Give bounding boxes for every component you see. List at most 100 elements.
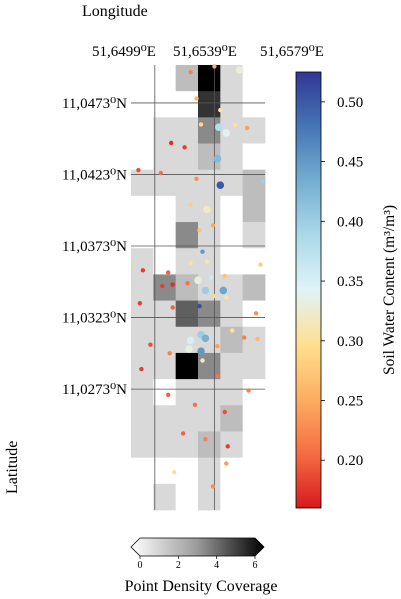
soil-moisture-point — [188, 70, 193, 75]
colorbar-title: Soil Water Content (m³/m³) — [381, 205, 398, 375]
density-cell — [153, 65, 177, 92]
density-cell — [153, 483, 177, 511]
density-cell — [198, 300, 221, 328]
longitude-tick-label: 51,6539⁰E — [173, 44, 237, 60]
density-cell — [220, 483, 244, 511]
soil-moisture-point — [198, 122, 204, 127]
density-cell — [153, 431, 177, 459]
density-tick-label: 4 — [214, 560, 219, 571]
density-cell — [131, 195, 154, 223]
density-cell — [153, 379, 177, 406]
density-cell — [242, 483, 266, 511]
density-tick-label: 6 — [253, 560, 258, 571]
density-cell — [153, 457, 177, 485]
density-cell — [131, 274, 154, 301]
soil-moisture-points — [136, 64, 266, 489]
soil-moisture-point — [212, 64, 217, 69]
density-cell — [131, 117, 154, 144]
density-cell — [220, 274, 244, 301]
soil-moisture-point — [233, 122, 238, 128]
density-cell — [131, 65, 154, 92]
soil-moisture-point — [136, 168, 141, 173]
density-cell — [220, 326, 244, 354]
density-cell — [131, 91, 154, 118]
soil-moisture-point — [203, 437, 208, 442]
density-cell — [242, 91, 266, 118]
soil-moisture-point — [170, 305, 175, 310]
density-cell — [198, 248, 221, 275]
density-cell — [131, 326, 154, 354]
density-cell — [175, 431, 199, 459]
density-cell — [220, 431, 244, 459]
density-cell — [242, 65, 266, 92]
density-cell — [175, 222, 199, 249]
soil-moisture-point — [169, 140, 174, 146]
soil-moisture-point — [246, 388, 251, 393]
soil-moisture-point — [219, 286, 228, 295]
density-cell — [220, 195, 244, 223]
density-cell — [242, 248, 266, 275]
soil-moisture-point — [222, 273, 227, 279]
soil-moisture-point — [204, 259, 210, 264]
density-cell — [220, 169, 244, 197]
latitude-tick-label: 11,0473⁰N — [62, 96, 127, 112]
soil-moisture-point — [166, 392, 171, 397]
soil-moisture-point — [170, 282, 175, 287]
density-cell — [242, 405, 266, 432]
density-cell — [175, 300, 199, 328]
density-cell — [220, 352, 244, 380]
density-cell — [131, 352, 154, 380]
density-legend-bar — [130, 537, 265, 557]
latitude-tick-label: 11,0323⁰N — [62, 311, 127, 327]
density-cell — [175, 274, 199, 301]
soil-moisture-point — [261, 179, 266, 184]
density-cell — [175, 405, 199, 432]
soil-moisture-point — [242, 335, 247, 340]
soil-moisture-point — [224, 295, 229, 300]
longitude-tick-label: 51,6579⁰E — [260, 44, 324, 60]
density-cell — [198, 222, 221, 249]
soil-moisture-point — [210, 223, 216, 228]
latitude-ticks: 11,0473⁰N 11,0423⁰N 11,0373⁰N 11,0323⁰N 11,0… — [62, 96, 127, 398]
latitude-tick-label: 11,0373⁰N — [62, 239, 127, 255]
density-cell — [175, 195, 199, 223]
density-cell — [198, 274, 221, 301]
density-cell — [175, 483, 199, 511]
soil-moisture-point — [216, 181, 225, 189]
density-cell — [131, 457, 154, 485]
density-cell — [242, 274, 266, 301]
soil-moisture-point — [215, 344, 220, 349]
soil-moisture-point — [255, 336, 260, 342]
soil-moisture-point — [258, 262, 263, 267]
density-cell — [220, 300, 244, 328]
soil-moisture-point — [188, 261, 193, 266]
soil-moisture-point — [194, 176, 199, 181]
soil-moisture-point — [137, 301, 143, 306]
soil-moisture-point — [194, 96, 199, 101]
colorbar-tick-label: 0.50 — [337, 95, 363, 111]
density-cell — [175, 91, 199, 118]
density-tick-label: 0 — [138, 560, 143, 571]
density-grid — [131, 65, 266, 511]
density-cell — [198, 117, 221, 144]
x-axis-title: Longitude — [82, 3, 148, 20]
soil-moisture-point — [200, 249, 205, 254]
soil-moisture-point — [182, 145, 187, 150]
density-cell — [153, 405, 177, 432]
soil-moisture-point — [139, 366, 144, 372]
density-cell — [131, 143, 154, 171]
density-cell — [198, 169, 221, 197]
density-cell — [131, 169, 154, 197]
longitude-tick-label: 51,6499⁰E — [92, 44, 156, 60]
soil-moisture-point — [222, 129, 231, 137]
density-cell — [220, 457, 244, 485]
soil-moisture-point — [180, 431, 186, 436]
density-cell — [242, 143, 266, 171]
density-cell — [131, 379, 154, 406]
density-cell — [153, 117, 177, 144]
soil-moisture-point — [212, 293, 217, 299]
density-cell — [242, 117, 266, 144]
density-legend-title: Point Density Coverage — [125, 578, 278, 595]
